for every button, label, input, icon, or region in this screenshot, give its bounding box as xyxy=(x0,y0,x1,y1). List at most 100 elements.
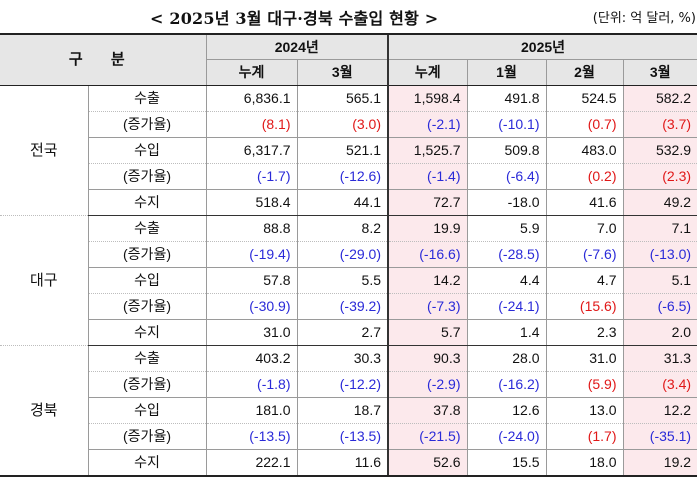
table-cell: 5.9 xyxy=(466,215,546,242)
table-cell: 491.8 xyxy=(466,85,546,112)
table-cell: (3.7) xyxy=(622,111,698,138)
row-label: 수출 xyxy=(87,85,206,112)
table-cell: 7.0 xyxy=(545,215,623,242)
table-cell: 18.7 xyxy=(296,397,388,424)
table-cell: (-19.4) xyxy=(205,241,297,268)
header-col-2024-cumulative: 누계 xyxy=(205,59,297,86)
table-row: (증가율) (-19.4) (-29.0) (-16.6) (-28.5) (-7.6)(… xyxy=(0,241,698,268)
table-cell: 222.1 xyxy=(205,449,297,477)
table-cell: (-12.2) xyxy=(296,371,388,398)
table-cell: 6,836.1 xyxy=(205,85,297,112)
table-cell: 52.6 xyxy=(387,449,467,477)
table-cell: (-2.9) xyxy=(387,371,467,398)
table-cell: 31.0 xyxy=(205,319,297,346)
table-cell: 30.3 xyxy=(296,345,388,372)
table-row: 수입 6,317.7 521.1 1,525.7 509.8 483.0 532.9 xyxy=(0,137,698,164)
header-col-2025-mar: 3월 xyxy=(622,59,698,86)
header-col-2025-cumulative: 누계 xyxy=(387,59,467,86)
table-cell: 57.8 xyxy=(205,267,297,294)
table-cell: (8.1) xyxy=(205,111,297,138)
table-cell: (-1.4) xyxy=(387,163,467,190)
header-gubun: 구 분 xyxy=(0,33,206,86)
table-cell: (5.9) xyxy=(545,371,623,398)
table-cell: (-30.9) xyxy=(205,293,297,320)
table-cell: 5.1 xyxy=(622,267,698,294)
table-cell: 19.2 xyxy=(622,449,698,477)
table-cell: 88.8 xyxy=(205,215,297,242)
table-cell: 483.0 xyxy=(545,137,623,164)
table-cell: 8.2 xyxy=(296,215,388,242)
table-row: (증가율) (-30.9) (-39.2) (-7.3) (-24.1) (15.6) (-… xyxy=(0,293,698,320)
row-label: (증가율) xyxy=(87,423,206,450)
row-label: 수지 xyxy=(87,189,206,216)
row-label: 수입 xyxy=(87,137,206,164)
table-title: < 2025년 3월 대구·경북 수출입 현황 > xyxy=(150,9,439,28)
table-cell: (-10.1) xyxy=(466,111,546,138)
row-label: 수출 xyxy=(87,215,206,242)
table-cell: 5.5 xyxy=(296,267,388,294)
table-cell: 28.0 xyxy=(466,345,546,372)
header-col-2024-mar: 3월 xyxy=(296,59,388,86)
table-cell: (-21.5) xyxy=(387,423,467,450)
table-cell: 403.2 xyxy=(205,345,297,372)
table-cell: 15.5 xyxy=(466,449,546,477)
table-cell: (-13.5) xyxy=(296,423,388,450)
table-cell: (-13.0) xyxy=(622,241,698,268)
table-cell: 582.2 xyxy=(622,85,698,112)
table-cell: (-6.5) xyxy=(622,293,698,320)
table-cell: 509.8 xyxy=(466,137,546,164)
table-cell: 41.6 xyxy=(545,189,623,216)
title-row: < 2025년 3월 대구·경북 수출입 현황 > (단위: 억 달러, %) xyxy=(0,0,700,28)
row-label: (증가율) xyxy=(87,371,206,398)
header-col-2025-jan: 1월 xyxy=(466,59,546,86)
table-cell: (-39.2) xyxy=(296,293,388,320)
region-label: 경북 xyxy=(0,345,88,477)
table-cell: 4.7 xyxy=(545,267,623,294)
table-row: 수입 57.8 5.5 14.2 4.4 4.7 5.1 xyxy=(0,267,698,294)
row-label: 수지 xyxy=(87,319,206,346)
table-cell: 2.0 xyxy=(622,319,698,346)
region-label: 전국 xyxy=(0,85,88,216)
table-cell: 181.0 xyxy=(205,397,297,424)
table-cell: (-7.6) xyxy=(545,241,623,268)
table-cell: (0.2) xyxy=(545,163,623,190)
table-cell: (-24.0) xyxy=(466,423,546,450)
table-cell: (1.7) xyxy=(545,423,623,450)
table-cell: (-12.6) xyxy=(296,163,388,190)
row-label: (증가율) xyxy=(87,241,206,268)
table-cell: (-16.2) xyxy=(466,371,546,398)
table-row: (증가율) (8.1) (3.0) (-2.1) (-10.1) (0.7) (3.7) xyxy=(0,111,698,138)
table-cell: 12.2 xyxy=(622,397,698,424)
table-cell: (-6.4) xyxy=(466,163,546,190)
table-cell: 518.4 xyxy=(205,189,297,216)
header-year-2025: 2025년 xyxy=(386,33,698,60)
row-label: (증가율) xyxy=(87,163,206,190)
table-cell: (-2.1) xyxy=(387,111,467,138)
table-cell: 14.2 xyxy=(387,267,467,294)
table-cell: 31.3 xyxy=(622,345,698,372)
table-body: 전국 수출 6,836.1 565.1 1,598.4 491.8 524.5 582.2 (증… xyxy=(0,85,698,477)
table-cell: 12.6 xyxy=(466,397,546,424)
table-cell: (-29.0) xyxy=(296,241,388,268)
row-label: (증가율) xyxy=(87,293,206,320)
table-cell: 44.1 xyxy=(296,189,388,216)
table-cell: 11.6 xyxy=(296,449,388,477)
table-cell: (0.7) xyxy=(545,111,623,138)
table-cell: 13.0 xyxy=(545,397,623,424)
header-col-2025-feb: 2월 xyxy=(545,59,623,86)
table-cell: (2.3) xyxy=(622,163,698,190)
table-cell: 7.1 xyxy=(622,215,698,242)
table-cell: 31.0 xyxy=(545,345,623,372)
table-cell: 19.9 xyxy=(387,215,467,242)
row-label: 수입 xyxy=(87,397,206,424)
table-cell: 2.7 xyxy=(296,319,388,346)
table-row: (증가율) (-1.8) (-12.2) (-2.9) (-16.2) (5.9) (3.4… xyxy=(0,371,698,398)
table-row: (증가율) (-13.5) (-13.5) (-21.5) (-24.0) (1.7) (-… xyxy=(0,423,698,450)
table-row: 전국 수출 6,836.1 565.1 1,598.4 491.8 524.5 582.2 xyxy=(0,85,698,216)
table-cell: 72.7 xyxy=(387,189,467,216)
table-cell: 18.0 xyxy=(545,449,623,477)
table-cell: (3.0) xyxy=(296,111,388,138)
table-cell: 1.4 xyxy=(466,319,546,346)
table-cell: 565.1 xyxy=(296,85,388,112)
table-cell: (-7.3) xyxy=(387,293,467,320)
